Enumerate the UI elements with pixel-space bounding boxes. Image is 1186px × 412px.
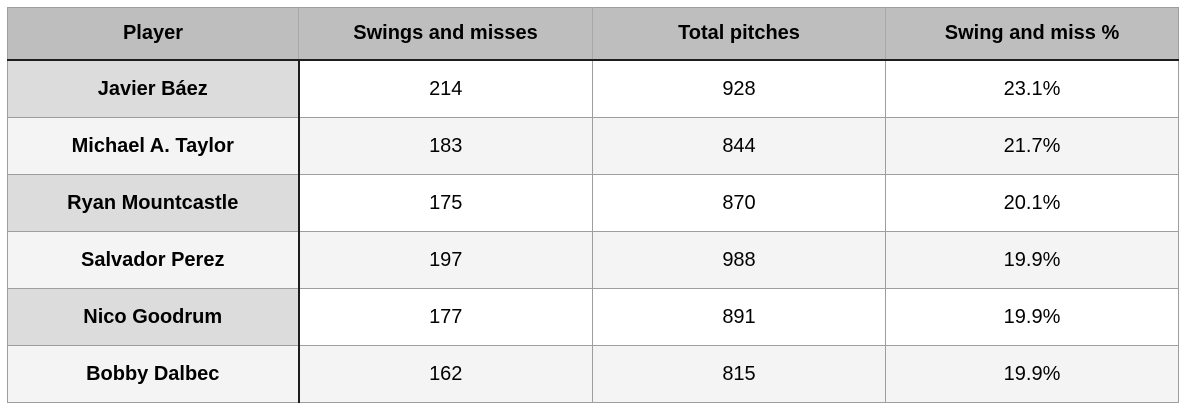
swing-miss-table: Player Swings and misses Total pitches S… <box>7 7 1179 403</box>
column-header-total-pitches: Total pitches <box>592 7 886 61</box>
cell-player: Ryan Mountcastle <box>7 174 300 232</box>
column-header-swing-and-miss-pct: Swing and miss % <box>885 7 1179 61</box>
table-row: Ryan Mountcastle 175 870 20.1% <box>7 174 1179 232</box>
cell-swing-and-miss-pct: 20.1% <box>885 174 1179 232</box>
cell-swings-and-misses: 214 <box>298 59 593 118</box>
cell-total-pitches: 844 <box>592 117 886 175</box>
cell-swings-and-misses: 183 <box>298 117 593 175</box>
header-row: Player Swings and misses Total pitches S… <box>7 7 1179 61</box>
cell-swing-and-miss-pct: 23.1% <box>885 59 1179 118</box>
cell-swing-and-miss-pct: 19.9% <box>885 288 1179 346</box>
cell-player: Michael A. Taylor <box>7 117 300 175</box>
cell-player: Bobby Dalbec <box>7 345 300 403</box>
cell-player: Salvador Perez <box>7 231 300 289</box>
cell-swing-and-miss-pct: 21.7% <box>885 117 1179 175</box>
cell-total-pitches: 891 <box>592 288 886 346</box>
cell-swing-and-miss-pct: 19.9% <box>885 231 1179 289</box>
table-row: Salvador Perez 197 988 19.9% <box>7 231 1179 289</box>
cell-swings-and-misses: 175 <box>298 174 593 232</box>
table-row: Bobby Dalbec 162 815 19.9% <box>7 345 1179 403</box>
cell-swings-and-misses: 162 <box>298 345 593 403</box>
cell-total-pitches: 928 <box>592 59 886 118</box>
column-header-swings-and-misses: Swings and misses <box>298 7 593 61</box>
cell-player: Nico Goodrum <box>7 288 300 346</box>
table-row: Javier Báez 214 928 23.1% <box>7 59 1179 118</box>
cell-total-pitches: 988 <box>592 231 886 289</box>
cell-swings-and-misses: 177 <box>298 288 593 346</box>
column-header-player: Player <box>7 7 299 61</box>
table-row: Nico Goodrum 177 891 19.9% <box>7 288 1179 346</box>
cell-total-pitches: 870 <box>592 174 886 232</box>
cell-player: Javier Báez <box>7 59 300 118</box>
table-row: Michael A. Taylor 183 844 21.7% <box>7 117 1179 175</box>
cell-swings-and-misses: 197 <box>298 231 593 289</box>
cell-swing-and-miss-pct: 19.9% <box>885 345 1179 403</box>
cell-total-pitches: 815 <box>592 345 886 403</box>
